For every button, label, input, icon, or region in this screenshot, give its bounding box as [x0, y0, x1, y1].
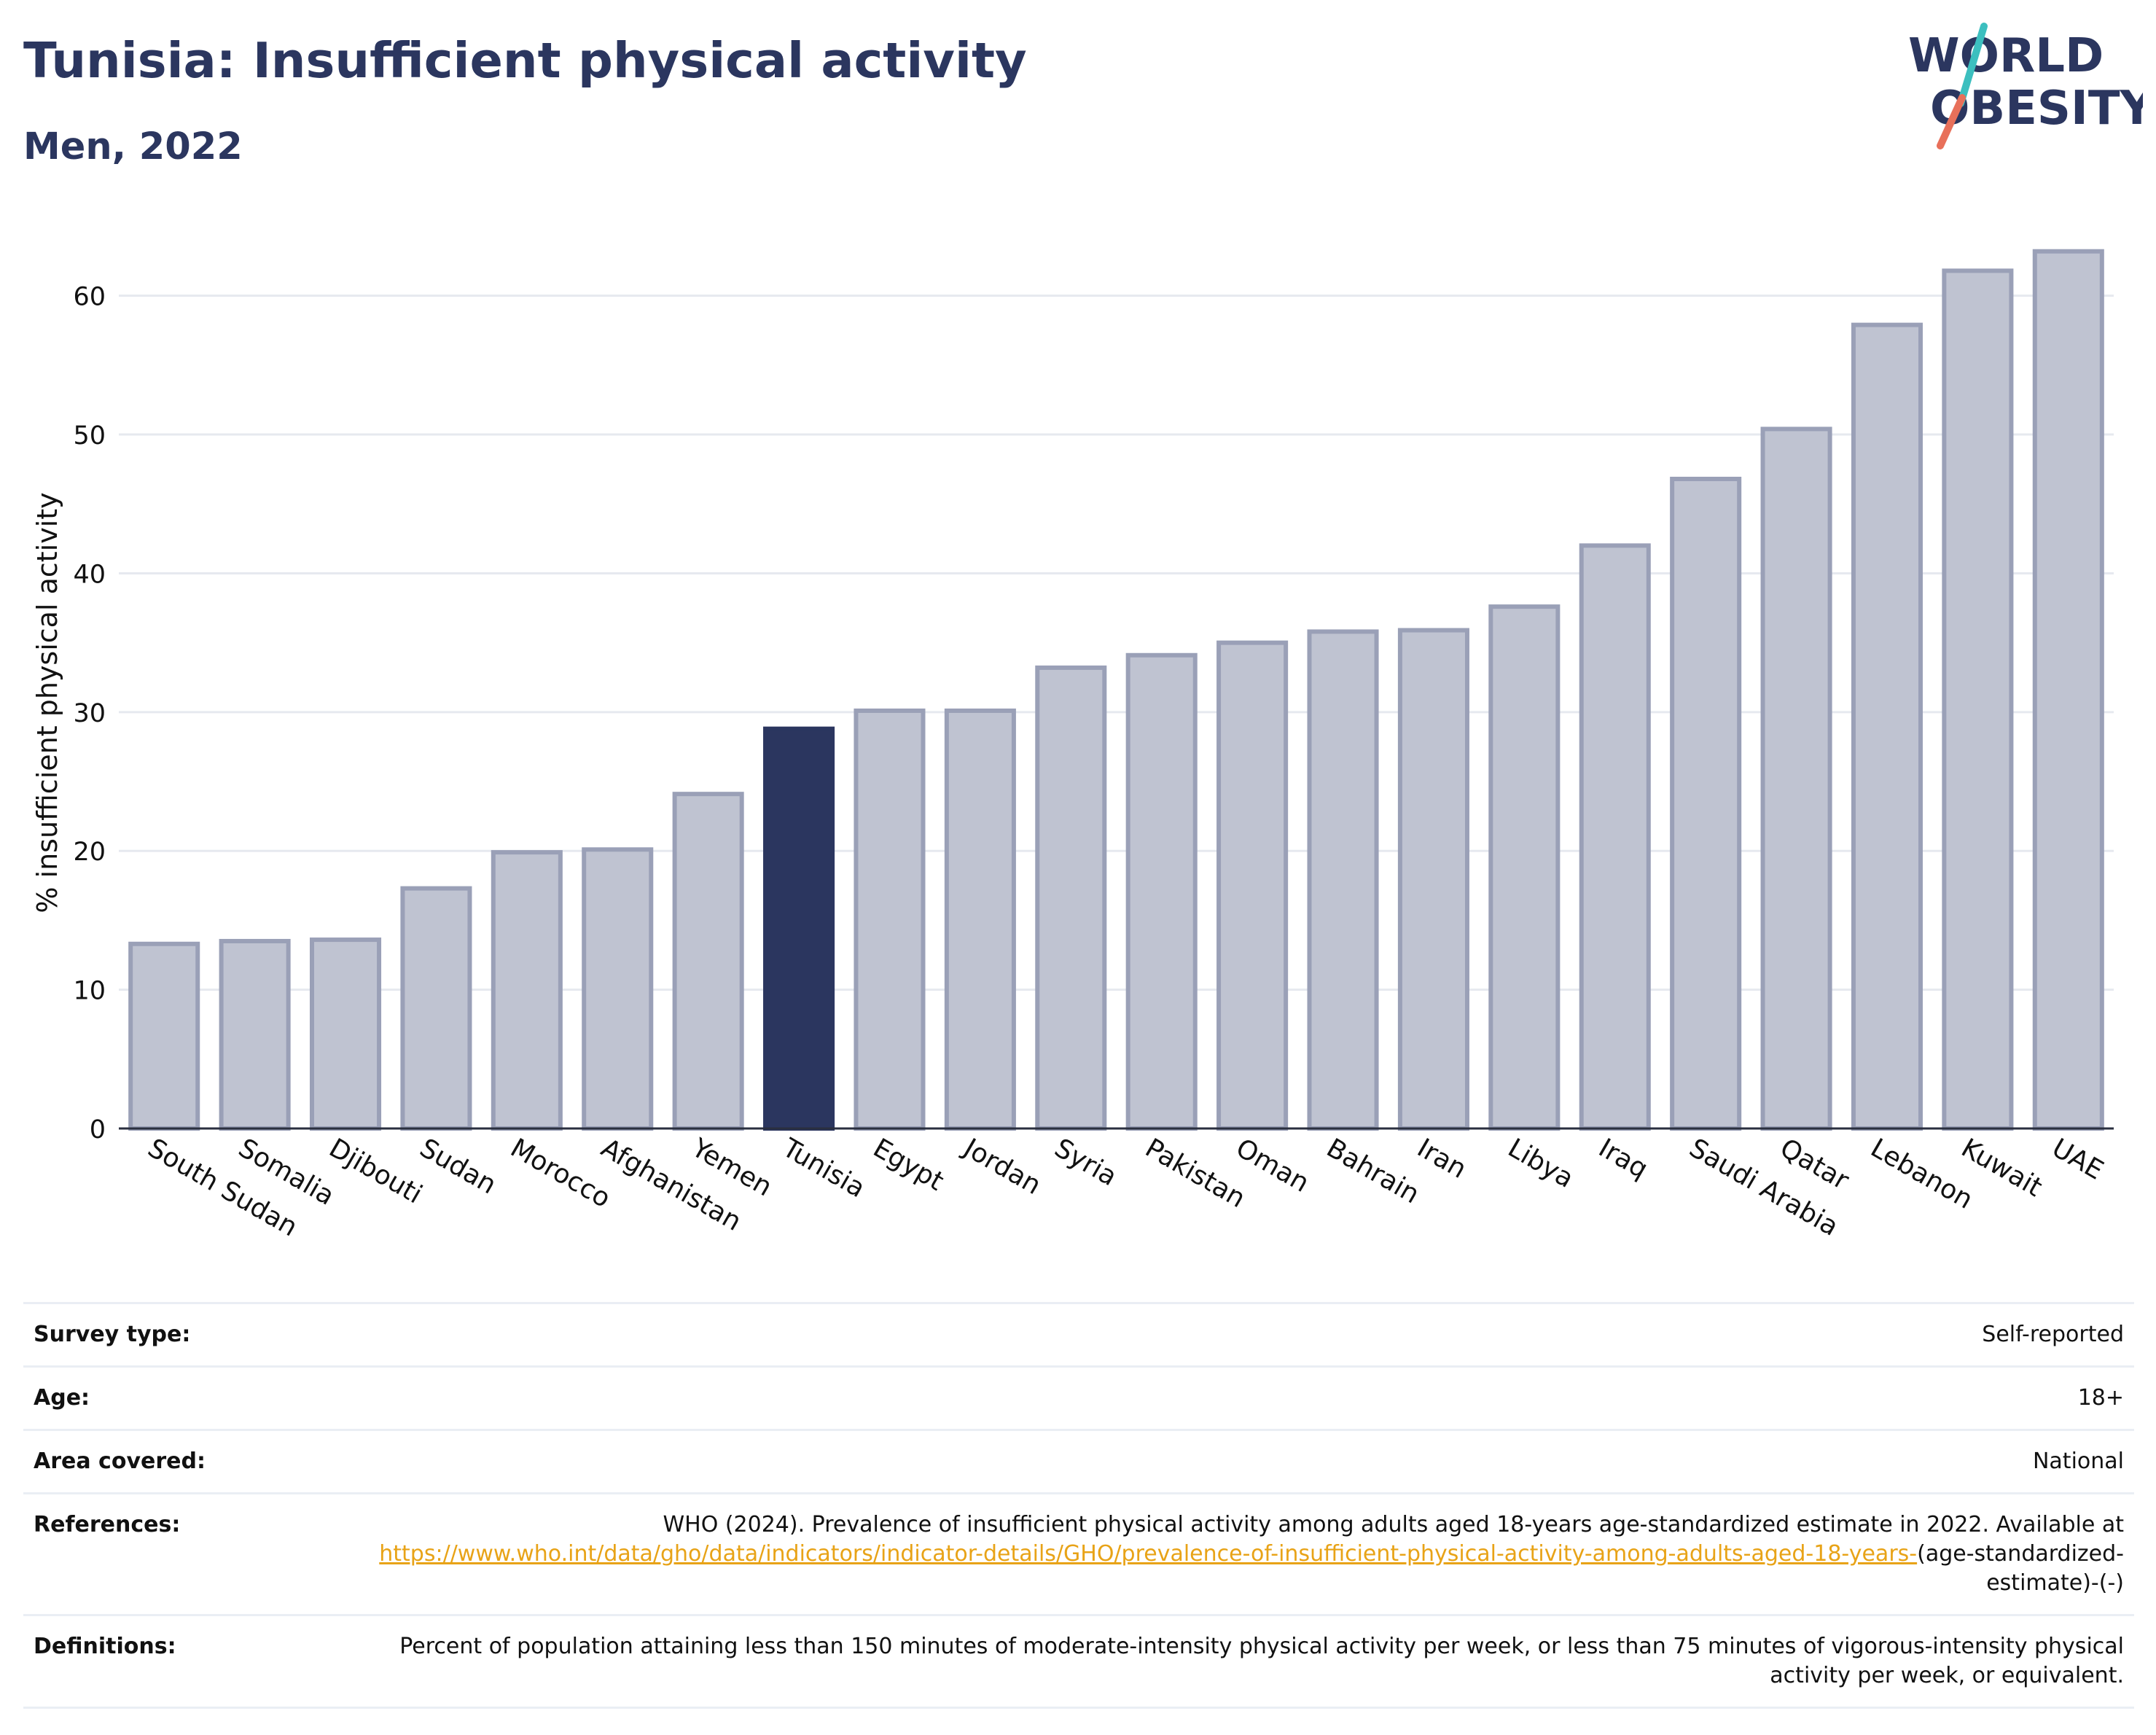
y-tick-label: 30	[73, 699, 106, 728]
bar-chart: 0 10 20 30 40 50 60 South SudanSomaliaDjibouti…	[31, 249, 2114, 1243]
x-tick-label: Djibouti	[324, 1133, 427, 1209]
x-tick-label: Sudan	[415, 1133, 501, 1200]
x-tick-label: Jordan	[958, 1132, 1046, 1201]
bar-kuwait	[1942, 268, 2014, 1131]
bar-morocco	[491, 850, 563, 1131]
age-label: Age:	[23, 1365, 306, 1431]
x-tick-label: Iraq	[1593, 1133, 1652, 1185]
logo-slash-teal	[1957, 23, 1988, 107]
bar-sudan	[400, 886, 472, 1131]
bar-syria	[1035, 665, 1107, 1131]
bar-saudi-arabia	[1670, 476, 1742, 1131]
chart-title: Tunisia: Insufficient physical activity	[23, 32, 1027, 89]
bar-tunisia	[763, 726, 835, 1131]
survey-type-value: Self-reported	[306, 1302, 2134, 1368]
y-tick-label: 60	[73, 283, 106, 312]
x-tick-label: Syria	[1050, 1133, 1122, 1192]
bar-qatar	[1760, 426, 1832, 1131]
x-tick-label: Tunisia	[777, 1133, 870, 1204]
definitions-label: Definitions:	[23, 1614, 306, 1709]
x-tick-label: Iran	[1412, 1133, 1471, 1185]
bar-bahrain	[1307, 629, 1379, 1131]
survey-type-label: Survey type:	[23, 1302, 306, 1368]
info-row-definitions: Definitions: Percent of population attai…	[23, 1614, 2134, 1709]
x-tick-label: Morocco	[505, 1133, 615, 1214]
world-obesity-logo: WORLD OBESITY	[1908, 23, 2143, 149]
definitions-value: Percent of population attaining less tha…	[306, 1614, 2134, 1709]
info-row-area: Area covered: National	[23, 1429, 2134, 1494]
info-row-references: References: WHO (2024). Prevalence of in…	[23, 1492, 2134, 1616]
bar-djibouti	[309, 937, 382, 1131]
logo-slash-coral	[1937, 94, 1966, 149]
bar-uae	[2032, 249, 2104, 1131]
bar-libya	[1488, 604, 1561, 1131]
chart-subtitle: Men, 2022	[23, 125, 243, 168]
bar-oman	[1216, 640, 1289, 1131]
bar-iran	[1397, 628, 1469, 1131]
x-tick-label: Lebanon	[1865, 1133, 1977, 1215]
references-label: References:	[23, 1492, 306, 1616]
x-tick-label: Egypt	[868, 1133, 948, 1196]
bar-pakistan	[1125, 652, 1198, 1131]
x-tick-label: Pakistan	[1140, 1133, 1250, 1214]
y-tick-labels: 0 10 20 30 40 50 60	[73, 283, 106, 1145]
y-axis-title: % insufficient physical activity	[31, 492, 63, 913]
x-tick-label: Libya	[1503, 1133, 1579, 1194]
info-table: Survey type: Self-reported Age: 18+ Area…	[23, 1302, 2134, 1709]
x-tick-label: South Sudan	[143, 1133, 302, 1242]
bar-somalia	[219, 938, 291, 1131]
references-value: WHO (2024). Prevalence of insufficient p…	[306, 1492, 2134, 1616]
references-suffix: (age-standardized-estimate)-(-)	[1917, 1541, 2124, 1596]
y-tick-label: 0	[90, 1115, 106, 1145]
references-link[interactable]: https://www.who.int/data/gho/data/indica…	[379, 1541, 1918, 1567]
info-row-survey-type: Survey type: Self-reported	[23, 1302, 2134, 1368]
info-row-age: Age: 18+	[23, 1365, 2134, 1431]
bar-afghanistan	[582, 847, 654, 1131]
y-tick-label: 50	[73, 421, 106, 451]
bar-yemen	[672, 792, 744, 1131]
bar-jordan	[944, 708, 1016, 1131]
x-tick-label: UAE	[2047, 1133, 2108, 1185]
bar-south-sudan	[128, 941, 200, 1131]
y-tick-label: 10	[73, 977, 106, 1006]
area-value: National	[306, 1429, 2134, 1494]
x-tick-label: Bahrain	[1321, 1133, 1424, 1209]
bars	[128, 249, 2104, 1131]
bar-lebanon	[1851, 322, 1923, 1131]
y-tick-label: 20	[73, 838, 106, 867]
bar-egypt	[854, 708, 926, 1131]
bar-iraq	[1579, 543, 1651, 1131]
area-label: Area covered:	[23, 1429, 306, 1494]
age-value: 18+	[306, 1365, 2134, 1431]
y-tick-label: 40	[73, 560, 106, 589]
references-text: WHO (2024). Prevalence of insufficient p…	[663, 1512, 2124, 1537]
logo-line1: WORLD	[1908, 29, 2104, 83]
